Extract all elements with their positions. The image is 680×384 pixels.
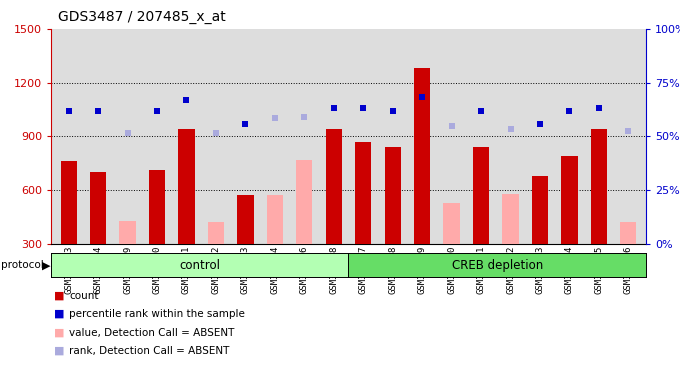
Text: percentile rank within the sample: percentile rank within the sample	[69, 309, 245, 319]
Text: control: control	[180, 259, 220, 272]
Bar	[178, 129, 194, 244]
Bar	[473, 147, 489, 244]
Text: ■: ■	[54, 346, 65, 356]
Bar	[503, 194, 519, 244]
Bar	[296, 160, 312, 244]
Bar	[120, 220, 136, 244]
Bar	[326, 129, 342, 244]
Bar	[620, 222, 636, 244]
Text: ▶: ▶	[42, 260, 50, 270]
Text: CREB depletion: CREB depletion	[452, 259, 543, 272]
Text: value, Detection Call = ABSENT: value, Detection Call = ABSENT	[69, 328, 235, 338]
Bar	[414, 68, 430, 244]
Bar	[591, 129, 607, 244]
Text: count: count	[69, 291, 99, 301]
Bar	[208, 222, 224, 244]
Bar	[532, 176, 548, 244]
Bar	[355, 142, 371, 244]
Bar	[237, 195, 254, 244]
Bar	[61, 161, 77, 244]
Bar	[443, 203, 460, 244]
Bar	[90, 172, 106, 244]
Text: ■: ■	[54, 291, 65, 301]
Text: protocol: protocol	[1, 260, 44, 270]
Text: rank, Detection Call = ABSENT: rank, Detection Call = ABSENT	[69, 346, 230, 356]
Text: ■: ■	[54, 309, 65, 319]
Bar	[561, 156, 577, 244]
Text: GDS3487 / 207485_x_at: GDS3487 / 207485_x_at	[58, 10, 226, 23]
Bar	[267, 195, 283, 244]
Bar	[385, 147, 401, 244]
Bar	[149, 170, 165, 244]
Text: ■: ■	[54, 328, 65, 338]
